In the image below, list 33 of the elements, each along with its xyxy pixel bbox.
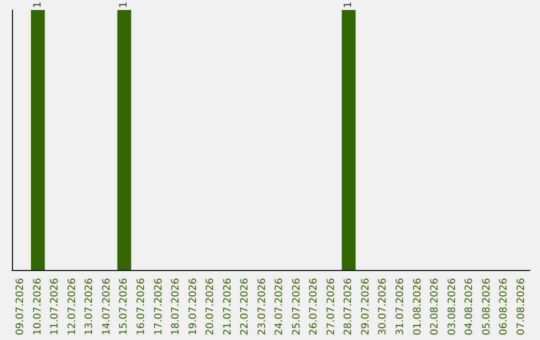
data-label: 1	[32, 2, 44, 8]
x-tick-label: 23.07.2026	[256, 278, 268, 336]
x-tick-label: 11.07.2026	[50, 278, 61, 336]
x-tick-label: 29.07.2026	[360, 278, 372, 336]
data-label: 1	[343, 2, 354, 8]
x-tick-label: 30.07.2026	[378, 278, 389, 336]
x-tick-label: 05.08.2026	[481, 278, 492, 336]
x-tick-label: 26.07.2026	[308, 278, 320, 336]
x-tick-label: 16.07.2026	[136, 278, 147, 336]
x-tick-label: 18.07.2026	[170, 278, 182, 336]
x-tick-label: 20.07.2026	[205, 278, 216, 336]
x-tick-label: 07.08.2026	[516, 278, 527, 336]
data-label: 1	[118, 2, 130, 8]
x-tick-label: 28.07.2026	[343, 278, 354, 336]
x-tick-label: 22.07.2026	[240, 278, 251, 336]
x-tick-label: 21.07.2026	[222, 278, 234, 336]
x-tick-label: 25.07.2026	[291, 278, 302, 336]
x-tick-label: 15.07.2026	[118, 278, 130, 336]
x-tick-label: 31.07.2026	[395, 278, 406, 336]
x-tick-label: 19.07.2026	[188, 278, 199, 336]
x-tick-label: 13.07.2026	[84, 278, 96, 336]
x-tick-label: 09.07.2026	[15, 278, 26, 336]
x-tick-label: 12.07.2026	[66, 278, 78, 336]
x-tick-label: 01.08.2026	[412, 278, 424, 336]
x-tick-label: 03.08.2026	[446, 278, 458, 336]
x-tick-label: 27.07.2026	[326, 278, 337, 336]
x-tick-label: 10.07.2026	[32, 278, 44, 336]
x-tick-label: 06.08.2026	[498, 278, 510, 336]
x-tick-label: 02.08.2026	[430, 278, 441, 336]
x-tick-label: 24.07.2026	[274, 278, 286, 336]
x-tick-label: 04.08.2026	[464, 278, 476, 336]
x-tick-label: 14.07.2026	[101, 278, 112, 336]
x-tick-label: 17.07.2026	[153, 278, 164, 336]
